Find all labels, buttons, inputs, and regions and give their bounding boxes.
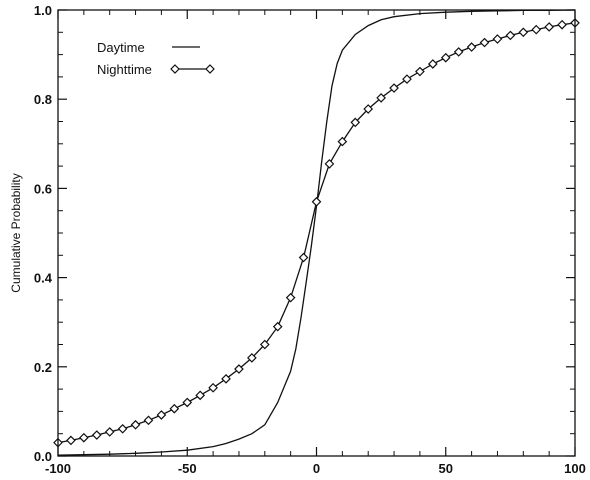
data-point-nighttime [492,34,503,44]
data-point-nighttime [66,435,76,446]
legend-marker-nighttime [205,64,215,74]
data-point-nighttime [453,47,464,57]
x-tick-label: 100 [564,461,586,476]
y-tick-label: 0.6 [34,181,52,196]
data-point-nighttime [182,397,193,408]
data-point-nighttime [79,432,89,443]
y-tick-label: 0.8 [34,92,52,107]
legend-label-daytime: Daytime [97,40,145,55]
data-point-nighttime [389,83,399,93]
data-point-nighttime [557,19,567,30]
data-point-nighttime [479,37,490,48]
data-point-nighttime [427,59,438,69]
data-point-nighttime [104,427,115,437]
data-point-nighttime [208,382,218,393]
series-line-daytime [57,9,576,456]
data-point-nighttime [195,390,206,401]
data-point-nighttime [91,430,102,440]
data-point-nighttime [440,52,451,63]
data-point-nighttime [324,159,335,169]
x-tick-label: -50 [178,461,197,476]
data-point-nighttime [518,27,529,38]
data-point-nighttime [402,74,412,84]
data-point-nighttime [531,24,542,35]
x-tick-label: -100 [45,461,71,476]
data-point-nighttime [311,196,322,207]
data-point-nighttime [466,42,477,52]
data-point-nighttime [376,93,386,103]
data-point-nighttime [544,22,554,32]
y-axis-label: Cumulative Probability [9,173,23,292]
ticks-layer: -100 -50 0 50 100 0.0 0.2 0.4 0.6 0.8 1.0 [34,3,586,476]
series-daytime [57,9,576,456]
legend-label-nighttime: Nighttime [97,62,152,77]
series-layer [53,9,580,456]
y-tick-label: 0.4 [34,271,53,286]
y-tick-label: 1.0 [34,3,52,18]
data-point-nighttime [117,423,128,434]
plot-frame [57,9,576,457]
data-point-nighttime [363,104,374,114]
series-nighttime [53,18,580,448]
data-point-nighttime [221,373,231,384]
legend: Daytime Nighttime [97,40,215,77]
x-tick-label: 50 [439,461,453,476]
legend-marker-nighttime [170,64,180,74]
data-point-nighttime [156,410,167,420]
y-tick-label: 0.0 [34,449,52,464]
data-point-nighttime [169,403,180,414]
series-line-nighttime [57,22,576,444]
data-point-nighttime [415,66,425,77]
data-point-nighttime [247,353,257,363]
data-point-nighttime [285,292,296,303]
data-point-nighttime [350,117,361,128]
y-tick-label: 0.2 [34,360,52,375]
data-point-nighttime [298,252,309,263]
data-point-nighttime [272,321,283,332]
data-point-nighttime [337,136,348,147]
x-tick-label: 0 [313,461,320,476]
data-point-nighttime [505,30,516,41]
data-point-nighttime [259,339,270,350]
data-point-nighttime [143,415,154,426]
data-point-nighttime [130,419,141,430]
data-point-nighttime [234,364,244,374]
